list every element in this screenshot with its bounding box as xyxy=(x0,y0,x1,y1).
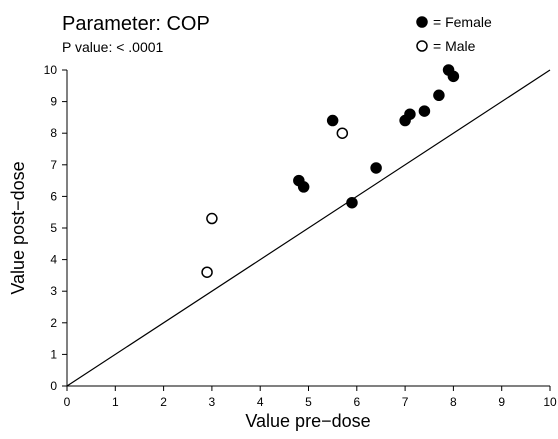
female-point-8 xyxy=(433,89,445,102)
x-axis-ticks: 0 1 2 3 4 5 6 7 8 9 10 xyxy=(64,386,557,409)
y-tick-label-1: 1 xyxy=(50,347,57,361)
x-tick-label-1: 1 xyxy=(112,395,119,409)
y-axis-ticks: 0 1 2 3 4 5 6 7 8 9 10 xyxy=(44,63,67,393)
female-point-2 xyxy=(326,114,339,127)
male-point-2 xyxy=(336,127,349,139)
chart-subtitle: P value: < .0001 xyxy=(62,39,164,55)
male-point-0 xyxy=(201,266,213,278)
x-tick-label-2: 2 xyxy=(160,395,167,409)
x-tick-label-5: 5 xyxy=(305,395,312,409)
female-point-6 xyxy=(404,108,416,120)
x-tick-label-7: 7 xyxy=(402,395,409,409)
y-tick-label-10: 10 xyxy=(44,63,58,77)
legend-female-label: = Female xyxy=(433,14,492,30)
x-tick-label-10: 10 xyxy=(543,395,557,409)
identity-reference-line xyxy=(66,69,551,387)
y-tick-label-9: 9 xyxy=(50,95,57,109)
x-tick-label-6: 6 xyxy=(353,395,360,409)
legend-female-marker-icon xyxy=(416,16,428,28)
y-tick-label-5: 5 xyxy=(50,221,57,235)
y-tick-label-8: 8 xyxy=(50,126,57,140)
legend: = Female = Male xyxy=(416,14,492,54)
female-point-4 xyxy=(370,162,382,174)
y-tick-label-6: 6 xyxy=(50,189,57,203)
female-point-10 xyxy=(447,70,460,83)
legend-male-marker-icon xyxy=(416,40,428,52)
x-tick-label-9: 9 xyxy=(498,395,505,409)
female-point-3 xyxy=(346,196,358,209)
female-point-7 xyxy=(418,105,431,117)
y-tick-label-7: 7 xyxy=(50,158,57,172)
x-axis-label: Value pre−dose xyxy=(245,411,370,431)
y-tick-label-0: 0 xyxy=(50,379,57,393)
chart-title: Parameter: COP xyxy=(62,13,210,35)
x-tick-label-8: 8 xyxy=(450,395,457,409)
x-tick-label-3: 3 xyxy=(209,395,216,409)
legend-male-label: = Male xyxy=(433,38,476,54)
y-tick-label-3: 3 xyxy=(50,284,57,298)
x-tick-label-4: 4 xyxy=(257,395,264,409)
male-point-1 xyxy=(206,212,218,225)
y-tick-label-4: 4 xyxy=(50,253,57,267)
data-points xyxy=(201,64,460,278)
y-axis-label: Value post−dose xyxy=(8,161,28,294)
x-tick-label-0: 0 xyxy=(64,395,71,409)
female-point-1 xyxy=(297,181,310,193)
y-tick-label-2: 2 xyxy=(50,316,57,330)
